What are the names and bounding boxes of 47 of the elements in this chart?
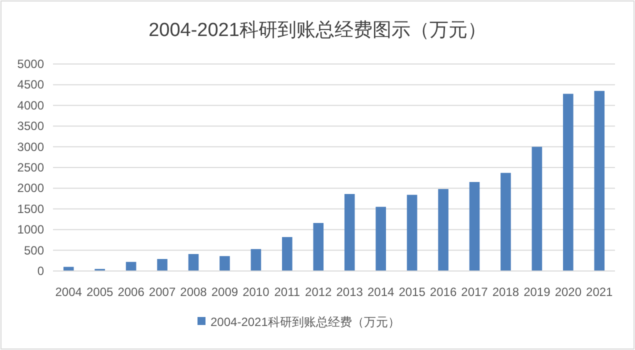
y-tick-label: 5000: [17, 57, 44, 71]
x-tick-label: 2004: [55, 285, 82, 299]
bar: [500, 172, 511, 271]
bar: [532, 146, 542, 271]
bar: [594, 90, 605, 271]
y-tick-label: 500: [24, 243, 44, 258]
bar: [313, 222, 324, 271]
x-tick-label: 2020: [554, 285, 582, 299]
bar: [344, 194, 355, 271]
y-tick-label: 0: [37, 264, 44, 278]
x-tick-label: 2013: [336, 285, 364, 299]
y-tick-label: 3500: [17, 119, 44, 134]
bar: [376, 206, 386, 271]
legend-label: 2004-2021科研到账总经费（万元）: [210, 315, 400, 329]
x-tick-label: 2010: [242, 285, 270, 299]
x-tick-label: 2011: [274, 285, 300, 299]
bar: [188, 254, 199, 271]
bar: [126, 262, 136, 271]
bar: [563, 94, 574, 271]
x-tick-label: 2016: [430, 285, 457, 299]
x-tick-label: 2019: [524, 285, 551, 299]
x-tick-label: 2008: [180, 285, 208, 299]
x-tick-label: 2015: [398, 285, 426, 299]
x-tick-label: 2005: [86, 285, 114, 299]
y-tick-label: 1000: [17, 222, 44, 237]
x-tick-label: 2006: [118, 285, 145, 299]
y-tick-label: 1500: [17, 202, 44, 216]
bar: [438, 189, 448, 271]
x-tick-label: 2014: [367, 285, 395, 299]
x-tick-label: 2018: [492, 285, 520, 299]
bar: [220, 256, 230, 271]
y-tick-label: 4000: [17, 98, 44, 112]
y-tick-label: 2500: [17, 160, 44, 174]
x-tick-label: 2007: [148, 285, 176, 299]
bar: [250, 249, 262, 271]
x-tick-label: 2017: [461, 285, 488, 299]
bar: [282, 237, 292, 271]
y-tick-label: 4500: [17, 78, 44, 92]
bar: [406, 194, 418, 271]
bar: [157, 258, 168, 271]
x-tick-label: 2021: [586, 285, 614, 299]
x-tick-label: 2012: [305, 285, 332, 299]
y-tick-label: 3000: [17, 140, 44, 154]
x-tick-label: 2009: [211, 285, 238, 299]
bar: [469, 182, 480, 271]
y-tick-label: 2000: [17, 181, 44, 196]
chart-title: 2004-2021科研到账总经费图示（万元）: [148, 20, 486, 41]
